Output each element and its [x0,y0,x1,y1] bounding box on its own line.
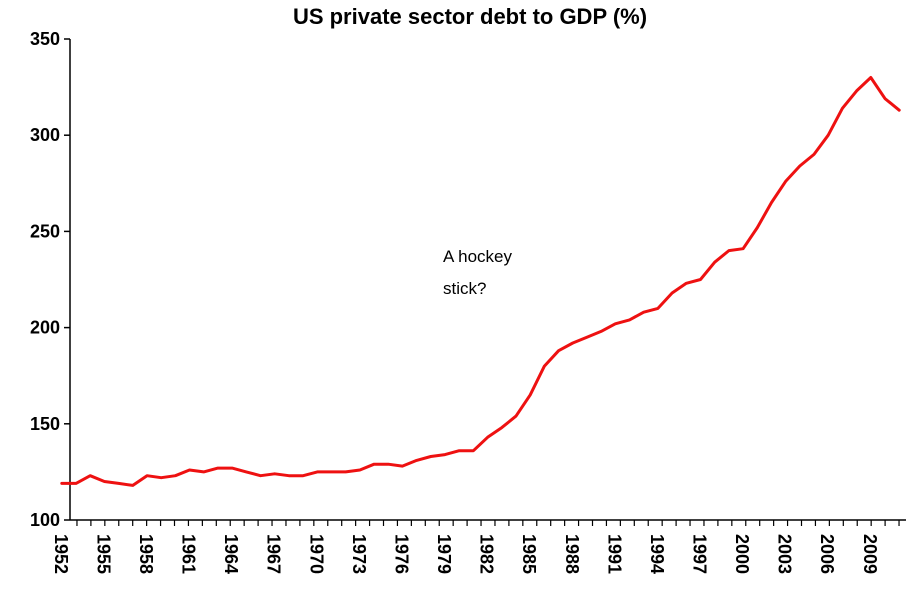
x-tick-label: 1994 [647,534,667,574]
x-tick-label: 2006 [817,534,837,574]
x-tick-label: 1988 [562,534,582,574]
x-tick-label: 1952 [51,534,71,574]
annotation-line-2: stick? [443,279,486,298]
x-tick-label: 1967 [264,534,284,574]
y-tick-label: 200 [30,318,60,338]
y-tick-label: 300 [30,125,60,145]
y-tick-label: 150 [30,414,60,434]
y-axis: 100 150 200 250 300 350 [30,29,71,530]
x-tick-label: 2000 [732,534,752,574]
x-tick-label: 1973 [349,534,369,574]
series-line [60,76,901,487]
x-tick-label: 1970 [306,534,326,574]
x-tick-label: 2009 [860,534,880,574]
x-tick-label: 1991 [604,534,624,574]
x-tick-label: 1955 [93,534,113,574]
x-tick-label: 1964 [221,534,241,574]
x-tick-label: 1997 [689,534,709,574]
x-tick-label: 1958 [136,534,156,574]
chart-title: US private sector debt to GDP (%) [292,4,648,29]
x-tick-label: 1976 [391,534,411,574]
y-tick-label: 250 [30,221,60,241]
x-tick-label: 1985 [519,534,539,574]
x-tick-label: 1961 [179,534,199,574]
series-debt-to-gdp [60,76,901,487]
x-axis: 1952 1955 1958 1961 1964 1967 1970 1973 1976 1979… [51,519,906,574]
x-tick-label: 1979 [434,534,454,574]
x-tick-label: 1982 [477,534,497,574]
y-tick-label: 350 [30,29,60,49]
y-tick-label: 100 [30,510,60,530]
x-tick-label: 2003 [775,534,795,574]
annotation-line-1: A hockey [443,247,512,266]
